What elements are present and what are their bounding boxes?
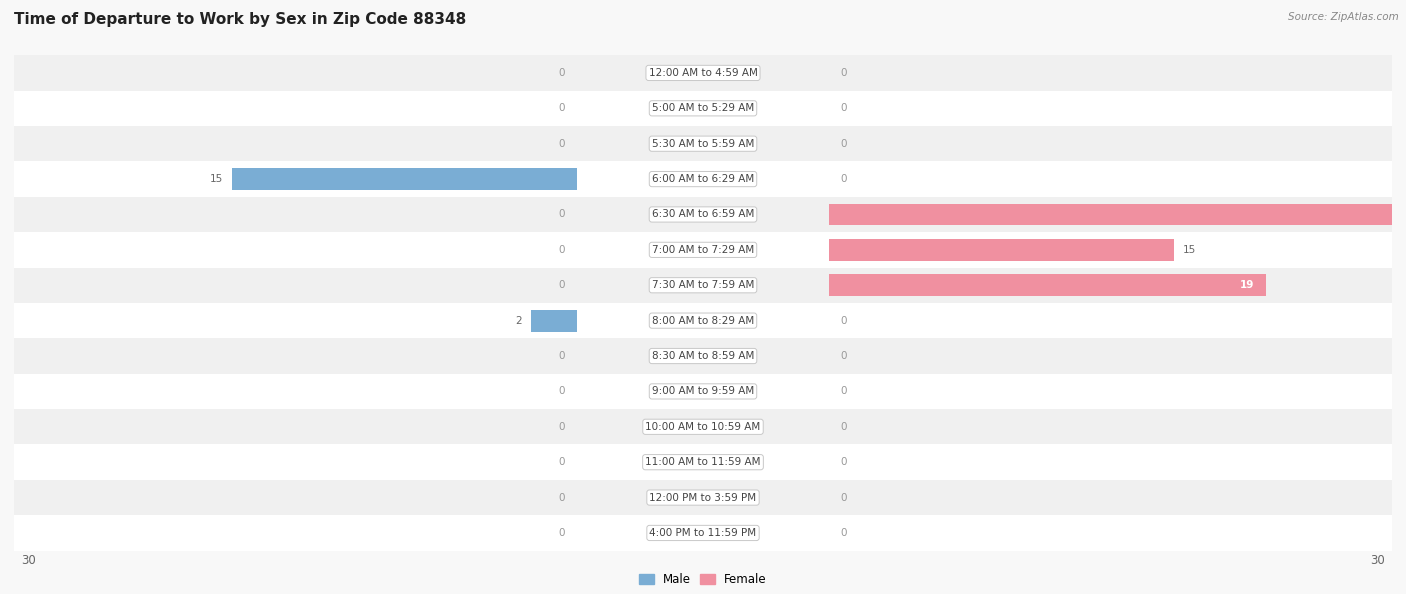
Text: 7:00 AM to 7:29 AM: 7:00 AM to 7:29 AM	[652, 245, 754, 255]
Text: 0: 0	[558, 210, 565, 219]
Bar	[14, 303, 1392, 339]
Text: 0: 0	[558, 103, 565, 113]
Text: 0: 0	[841, 315, 848, 326]
Bar	[14, 444, 1392, 480]
Bar	[830, 274, 1265, 296]
Text: Source: ZipAtlas.com: Source: ZipAtlas.com	[1288, 12, 1399, 22]
Bar	[14, 232, 1392, 267]
Bar	[14, 197, 1392, 232]
Text: 6:00 AM to 6:29 AM: 6:00 AM to 6:29 AM	[652, 174, 754, 184]
Bar	[531, 309, 576, 331]
Text: Time of Departure to Work by Sex in Zip Code 88348: Time of Departure to Work by Sex in Zip …	[14, 12, 467, 27]
Text: 11:00 AM to 11:59 AM: 11:00 AM to 11:59 AM	[645, 457, 761, 467]
Text: 12:00 AM to 4:59 AM: 12:00 AM to 4:59 AM	[648, 68, 758, 78]
Text: 0: 0	[841, 351, 848, 361]
Text: 0: 0	[841, 528, 848, 538]
Text: 0: 0	[841, 68, 848, 78]
Text: 10:00 AM to 10:59 AM: 10:00 AM to 10:59 AM	[645, 422, 761, 432]
Bar	[14, 267, 1392, 303]
Bar	[14, 515, 1392, 551]
Text: 9:00 AM to 9:59 AM: 9:00 AM to 9:59 AM	[652, 387, 754, 396]
Legend: Male, Female: Male, Female	[640, 573, 766, 586]
Text: 0: 0	[558, 351, 565, 361]
Text: 0: 0	[558, 422, 565, 432]
Text: 0: 0	[558, 387, 565, 396]
Bar	[14, 126, 1392, 162]
Text: 6:30 AM to 6:59 AM: 6:30 AM to 6:59 AM	[652, 210, 754, 219]
Bar	[14, 162, 1392, 197]
Text: 0: 0	[841, 492, 848, 503]
Bar	[14, 55, 1392, 91]
Text: 15: 15	[209, 174, 224, 184]
Text: 0: 0	[558, 68, 565, 78]
Bar	[232, 168, 576, 190]
Text: 12:00 PM to 3:59 PM: 12:00 PM to 3:59 PM	[650, 492, 756, 503]
Bar	[830, 204, 1406, 226]
Text: 15: 15	[1182, 245, 1197, 255]
Text: 0: 0	[558, 280, 565, 290]
Bar	[14, 339, 1392, 374]
Text: 0: 0	[558, 457, 565, 467]
Text: 4:00 PM to 11:59 PM: 4:00 PM to 11:59 PM	[650, 528, 756, 538]
Text: 19: 19	[1240, 280, 1254, 290]
Bar	[14, 374, 1392, 409]
Text: 8:00 AM to 8:29 AM: 8:00 AM to 8:29 AM	[652, 315, 754, 326]
Text: 0: 0	[558, 245, 565, 255]
Bar	[14, 91, 1392, 126]
Text: 5:00 AM to 5:29 AM: 5:00 AM to 5:29 AM	[652, 103, 754, 113]
Text: 0: 0	[558, 138, 565, 148]
Text: 8:30 AM to 8:59 AM: 8:30 AM to 8:59 AM	[652, 351, 754, 361]
Text: 0: 0	[841, 103, 848, 113]
Text: 30: 30	[21, 554, 35, 567]
Bar	[830, 239, 1174, 261]
Text: 7:30 AM to 7:59 AM: 7:30 AM to 7:59 AM	[652, 280, 754, 290]
Text: 0: 0	[558, 492, 565, 503]
Text: 0: 0	[841, 138, 848, 148]
Text: 0: 0	[841, 457, 848, 467]
Text: 5:30 AM to 5:59 AM: 5:30 AM to 5:59 AM	[652, 138, 754, 148]
Text: 0: 0	[841, 387, 848, 396]
Bar	[14, 409, 1392, 444]
Text: 2: 2	[515, 315, 522, 326]
Text: 30: 30	[1371, 554, 1385, 567]
Bar	[14, 480, 1392, 515]
Text: 0: 0	[841, 422, 848, 432]
Text: 0: 0	[841, 174, 848, 184]
Text: 0: 0	[558, 528, 565, 538]
